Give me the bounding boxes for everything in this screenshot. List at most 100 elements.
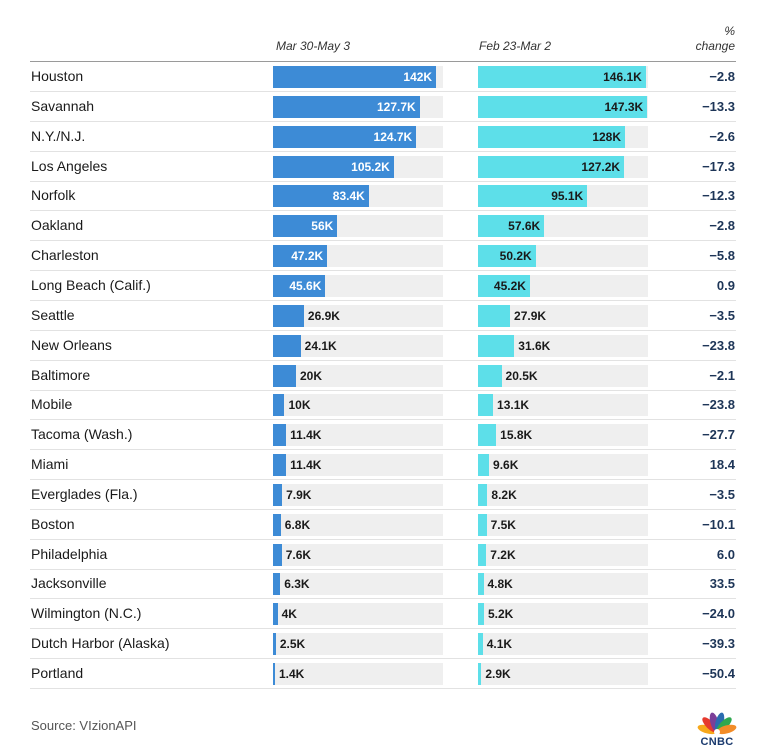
bar-feb-mar	[478, 663, 482, 685]
value-label-mar-may: 7.6K	[285, 547, 312, 562]
value-label-feb-mar: 7.2K	[490, 547, 516, 562]
row-divider	[30, 240, 736, 242]
value-label-feb-mar: 45.2K	[493, 278, 526, 293]
table-row: Los Angeles 105.2K 127.2K −17.3	[0, 152, 760, 182]
bar-feb-mar	[478, 394, 494, 417]
row-divider	[30, 210, 736, 212]
value-label-feb-mar: 27.9K	[514, 308, 547, 323]
bar-track: 45.6K	[273, 274, 443, 297]
value-label-feb-mar: 9.6K	[493, 458, 519, 473]
bar-feb-mar	[478, 633, 483, 656]
header-rule	[30, 61, 736, 62]
pct-change-value: −23.8	[702, 397, 735, 413]
table-row: Jacksonville 6.3K 4.8K 33.5	[0, 569, 760, 600]
value-label-mar-may: 6.8K	[284, 517, 311, 532]
row-divider	[30, 538, 736, 540]
value-label-feb-mar: 15.8K	[500, 428, 533, 443]
bar-mar-may	[273, 185, 369, 208]
value-label-mar-may: 11.4K	[290, 428, 322, 443]
value-label-mar-may: 11.4K	[290, 458, 322, 473]
port-name: Norfolk	[31, 187, 76, 204]
logo-wordmark: CNBC	[700, 736, 734, 748]
bar-feb-mar	[478, 304, 511, 327]
value-label-feb-mar: 7.5K	[490, 517, 516, 532]
bar-mar-may	[273, 334, 301, 357]
bar-mar-may	[273, 663, 275, 685]
value-label-mar-may: 20K	[299, 368, 322, 383]
bar-track: 95.1K	[478, 185, 648, 208]
bar-feb-mar	[478, 364, 502, 387]
value-label-mar-may: 7.9K	[286, 487, 312, 502]
bar-feb-mar	[478, 513, 487, 536]
bar-mar-may	[273, 454, 287, 477]
pct-header-word: change	[695, 39, 735, 53]
pct-change-value: 18.4	[709, 457, 735, 473]
port-name: Boston	[31, 515, 75, 532]
bar-track: 47.2K	[273, 245, 443, 268]
port-name: Oakland	[31, 217, 84, 234]
value-label-feb-mar: 5.2K	[487, 607, 514, 622]
pct-change-value: −5.8	[709, 248, 735, 264]
port-name: Mobile	[31, 396, 73, 413]
bar-mar-may	[273, 155, 394, 178]
value-label-mar-may: 10K	[288, 398, 311, 413]
bar-mar-may	[273, 394, 285, 417]
bar-feb-mar	[478, 424, 497, 447]
port-name: Tacoma (Wash.)	[31, 426, 133, 443]
row-divider	[30, 628, 736, 630]
bar-track: 27.9K	[478, 304, 648, 327]
value-label-feb-mar: 95.1K	[551, 189, 584, 204]
bar-track: 20K	[273, 364, 443, 387]
table-row: Houston 142K 146.1K −2.8	[0, 62, 760, 92]
pct-change-value: 0.9	[716, 277, 735, 293]
bar-track: 4K	[273, 603, 443, 626]
bar-feb-mar	[478, 125, 626, 148]
bar-track: 124.7K	[273, 125, 443, 148]
bar-track: 127.7K	[273, 95, 443, 118]
port-name: Charleston	[31, 247, 99, 264]
pct-change-value: −27.7	[702, 427, 735, 443]
bar-feb-mar	[478, 543, 487, 566]
port-name: Portland	[31, 665, 84, 681]
bar-track: 4.1K	[478, 633, 648, 656]
pct-change-value: −13.3	[702, 98, 735, 114]
bar-mar-may	[273, 513, 281, 536]
value-label-feb-mar: 2.9K	[485, 667, 511, 681]
bar-feb-mar	[478, 573, 484, 596]
pct-change-value: −3.5	[709, 486, 735, 502]
bar-track: 2.9K	[478, 663, 648, 685]
bar-mar-may	[273, 543, 282, 566]
row-divider	[30, 299, 736, 301]
row-divider	[30, 91, 736, 92]
value-label-feb-mar: 4.1K	[486, 637, 513, 652]
bar-track: 31.6K	[478, 334, 648, 357]
port-name: Everglades (Fla.)	[31, 485, 138, 502]
port-name: Philadelphia	[31, 545, 108, 562]
bar-mar-may	[273, 274, 326, 297]
bar-feb-mar	[478, 185, 588, 208]
table-row: Long Beach (Calif.) 45.6K 45.2K 0.9	[0, 271, 760, 301]
value-label-feb-mar: 20.5K	[505, 368, 538, 383]
row-divider	[30, 568, 736, 570]
value-label-feb-mar: 147.3K	[604, 99, 644, 114]
pct-change-value: −50.4	[702, 666, 735, 681]
bar-track: 146.1K	[478, 66, 648, 88]
bar-track: 57.6K	[478, 215, 648, 238]
bar-track: 26.9K	[273, 304, 443, 327]
port-name: Savannah	[31, 97, 95, 114]
port-name: Seattle	[31, 306, 75, 323]
table-row: New Orleans 24.1K 31.6K −23.8	[0, 331, 760, 361]
bar-track: 147.3K	[478, 95, 648, 118]
value-label-mar-may: 83.4K	[332, 189, 365, 204]
bar-mar-may	[273, 125, 417, 148]
value-label-feb-mar: 4.8K	[487, 577, 513, 592]
bar-track: 13.1K	[478, 394, 648, 417]
bar-track: 6.8K	[273, 513, 443, 536]
bar-track: 8.2K	[478, 483, 648, 506]
pct-change-value: −24.0	[702, 606, 735, 622]
bar-track: 20.5K	[478, 364, 648, 387]
bar-track: 105.2K	[273, 155, 443, 178]
value-label-mar-may: 56K	[311, 219, 334, 234]
pct-change-value: −39.3	[702, 636, 735, 652]
bar-feb-mar	[478, 454, 490, 477]
